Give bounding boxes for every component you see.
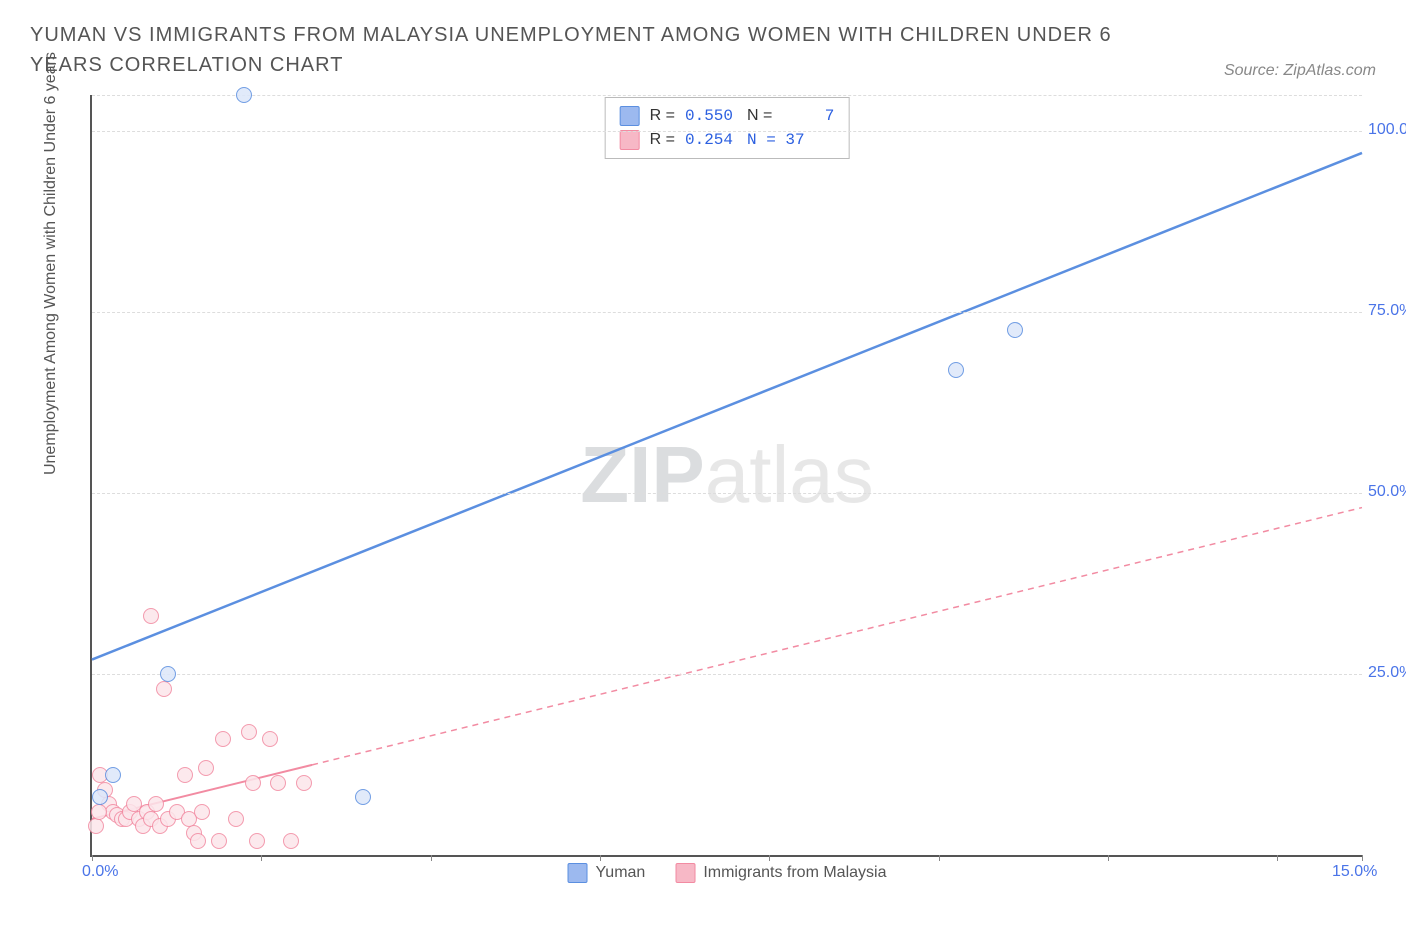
data-point — [215, 731, 231, 747]
source-attribution: Source: ZipAtlas.com — [1224, 62, 1376, 80]
x-tick-mark — [1108, 855, 1109, 861]
x-tick-mark — [431, 855, 432, 861]
y-tick-label: 25.0% — [1368, 664, 1406, 682]
legend-swatch-icon — [620, 130, 640, 150]
data-point — [211, 833, 227, 849]
x-tick-mark — [939, 855, 940, 861]
data-point — [245, 775, 261, 791]
x-tick-mark — [1362, 855, 1363, 861]
data-point — [91, 804, 107, 820]
data-point — [105, 767, 121, 783]
data-point — [249, 833, 265, 849]
data-point — [177, 767, 193, 783]
watermark-main: ZIP — [580, 430, 704, 519]
legend-r-value: 0.550 — [685, 104, 737, 128]
data-point — [194, 804, 210, 820]
data-point — [190, 833, 206, 849]
legend-swatch-icon — [675, 863, 695, 883]
gridline — [92, 674, 1362, 675]
data-point — [198, 760, 214, 776]
y-tick-label: 50.0% — [1368, 483, 1406, 501]
chart-title: YUMAN VS IMMIGRANTS FROM MALAYSIA UNEMPL… — [30, 20, 1130, 80]
gridline — [92, 95, 1362, 96]
data-point — [156, 681, 172, 697]
data-point — [236, 87, 252, 103]
legend-label: Yuman — [596, 864, 646, 882]
gridline — [92, 312, 1362, 313]
data-point — [296, 775, 312, 791]
data-point — [355, 789, 371, 805]
data-point — [270, 775, 286, 791]
trend-line — [92, 153, 1362, 660]
data-point — [143, 608, 159, 624]
legend-series: Yuman Immigrants from Malaysia — [568, 863, 887, 883]
x-tick-mark — [1277, 855, 1278, 861]
watermark-sub: atlas — [705, 430, 874, 519]
x-tick-mark — [769, 855, 770, 861]
trend-lines-layer — [92, 95, 1362, 855]
data-point — [283, 833, 299, 849]
data-point — [160, 666, 176, 682]
chart-container: YUMAN VS IMMIGRANTS FROM MALAYSIA UNEMPL… — [0, 0, 1406, 930]
plot-region: ZIPatlas R = 0.550 N = 7 R = 0.254 N = 3… — [90, 95, 1362, 857]
legend-n-value: 37 — [785, 131, 804, 149]
data-point — [1007, 322, 1023, 338]
trend-line-dashed — [312, 508, 1362, 765]
x-tick-mark — [92, 855, 93, 861]
legend-n-label: N = — [747, 104, 772, 128]
data-point — [262, 731, 278, 747]
y-tick-label: 100.0% — [1368, 121, 1406, 139]
x-tick-mark — [261, 855, 262, 861]
data-point — [148, 796, 164, 812]
watermark: ZIPatlas — [580, 429, 873, 521]
x-tick-label: 15.0% — [1332, 863, 1377, 881]
data-point — [92, 789, 108, 805]
legend-row: R = 0.550 N = 7 — [620, 104, 835, 128]
x-tick-label: 0.0% — [82, 863, 118, 881]
data-point — [241, 724, 257, 740]
legend-item: Yuman — [568, 863, 646, 883]
legend-item: Immigrants from Malaysia — [675, 863, 886, 883]
data-point — [88, 818, 104, 834]
y-axis-label: Unemployment Among Women with Children U… — [42, 52, 60, 475]
legend-swatch-icon — [568, 863, 588, 883]
legend-n-value: 7 — [782, 104, 834, 128]
gridline — [92, 131, 1362, 132]
legend-r-label: R = — [650, 104, 675, 128]
y-tick-label: 75.0% — [1368, 302, 1406, 320]
legend-swatch-icon — [620, 106, 640, 126]
header: YUMAN VS IMMIGRANTS FROM MALAYSIA UNEMPL… — [30, 20, 1376, 80]
chart-area: Unemployment Among Women with Children U… — [70, 95, 1360, 885]
gridline — [92, 493, 1362, 494]
x-tick-mark — [600, 855, 601, 861]
legend-stats: R = 0.550 N = 7 R = 0.254 N = 37 — [605, 97, 850, 159]
legend-label: Immigrants from Malaysia — [703, 864, 886, 882]
data-point — [228, 811, 244, 827]
data-point — [948, 362, 964, 378]
